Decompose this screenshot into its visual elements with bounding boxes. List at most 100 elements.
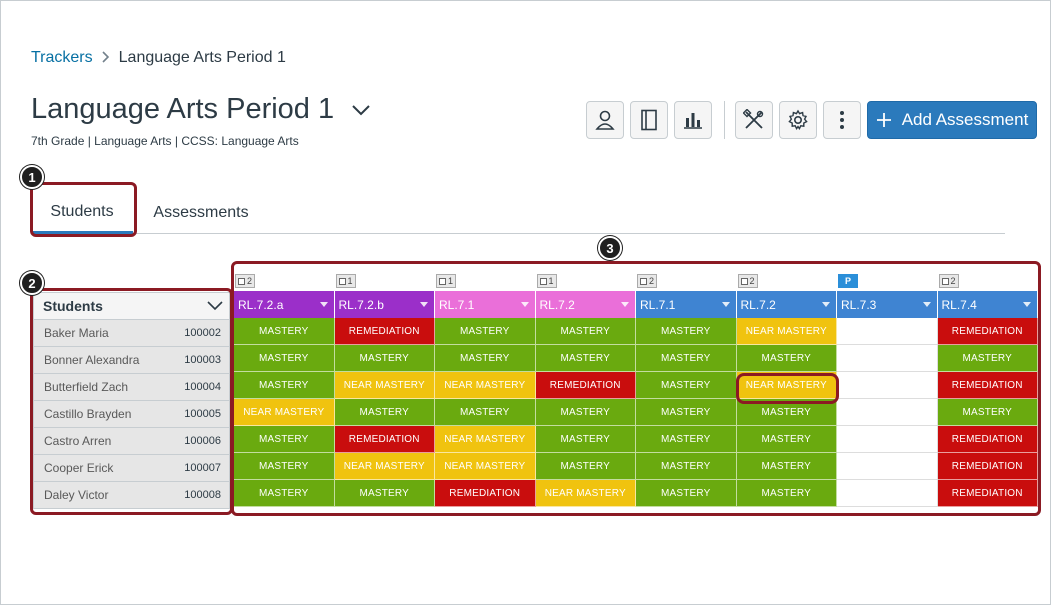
score-cell[interactable] [837, 372, 938, 399]
score-cell[interactable]: MASTERY [636, 318, 737, 345]
vertical-ellipsis-icon [840, 111, 844, 129]
caret-down-icon[interactable] [621, 302, 629, 307]
caret-down-icon[interactable] [922, 302, 931, 307]
assessment-count-badge: 2 [737, 274, 758, 288]
outcome-column-header[interactable]: RL.7.3 [837, 291, 938, 318]
score-cell[interactable]: MASTERY [535, 399, 636, 426]
score-cell[interactable]: MASTERY [334, 480, 435, 507]
more-options-button[interactable] [823, 101, 861, 139]
tab-bar: Students Assessments [31, 192, 1005, 234]
score-cell[interactable]: MASTERY [636, 345, 737, 372]
student-row[interactable]: Cooper Erick 100007 [33, 455, 230, 482]
outcome-column-header[interactable]: RL.7.1 [435, 291, 536, 318]
student-row[interactable]: Bonner Alexandra 100003 [33, 347, 230, 374]
add-assessment-button[interactable]: Add Assessment [867, 101, 1037, 139]
score-cell[interactable]: REMEDIATION [535, 372, 636, 399]
score-cell[interactable]: MASTERY [234, 345, 335, 372]
score-cell[interactable]: MASTERY [535, 426, 636, 453]
score-cell[interactable]: MASTERY [535, 345, 636, 372]
student-row[interactable]: Butterfield Zach 100004 [33, 374, 230, 401]
score-cell[interactable]: MASTERY [736, 345, 837, 372]
student-row[interactable]: Castillo Brayden 100005 [33, 401, 230, 428]
score-cell[interactable]: REMEDIATION [937, 372, 1038, 399]
score-cell[interactable]: MASTERY [736, 480, 837, 507]
reports-button[interactable] [674, 101, 712, 139]
score-cell[interactable]: NEAR MASTERY [435, 426, 536, 453]
score-cell[interactable] [837, 453, 938, 480]
score-cell[interactable]: REMEDIATION [937, 453, 1038, 480]
score-cell[interactable]: NEAR MASTERY [334, 453, 435, 480]
caret-down-icon[interactable] [822, 302, 830, 307]
student-name: Cooper Erick [44, 461, 114, 475]
caret-down-icon[interactable] [721, 302, 730, 307]
student-row[interactable]: Daley Victor 100008 [33, 482, 230, 509]
outcome-column-header[interactable]: RL.7.1 [636, 291, 737, 318]
tools-button[interactable] [735, 101, 773, 139]
score-cell[interactable]: MASTERY [937, 399, 1038, 426]
score-cell[interactable] [837, 426, 938, 453]
caret-down-icon[interactable] [319, 302, 328, 307]
score-cell[interactable]: MASTERY [736, 399, 837, 426]
breadcrumb-trackers-link[interactable]: Trackers [31, 49, 93, 66]
students-header[interactable]: Students [33, 292, 230, 320]
score-cell[interactable]: REMEDIATION [334, 426, 435, 453]
caret-down-icon[interactable] [420, 302, 428, 307]
score-cell[interactable]: MASTERY [334, 345, 435, 372]
student-row[interactable]: Baker Maria 100002 [33, 320, 230, 347]
caret-down-icon[interactable] [520, 302, 529, 307]
score-cell[interactable]: MASTERY [736, 453, 837, 480]
score-cell[interactable]: MASTERY [334, 399, 435, 426]
score-cell[interactable]: MASTERY [234, 480, 335, 507]
score-cell[interactable] [837, 480, 938, 507]
student-name: Baker Maria [44, 326, 109, 340]
callout-3: 3 [598, 236, 622, 260]
caret-down-icon[interactable] [1023, 302, 1031, 307]
score-cell[interactable] [837, 345, 938, 372]
score-cell[interactable]: NEAR MASTERY [736, 372, 837, 399]
student-view-button[interactable] [586, 101, 624, 139]
score-cell[interactable]: MASTERY [234, 372, 335, 399]
score-cell[interactable]: MASTERY [234, 318, 335, 345]
score-cell[interactable]: MASTERY [435, 345, 536, 372]
score-cell[interactable]: MASTERY [736, 426, 837, 453]
score-cell[interactable] [837, 399, 938, 426]
score-cell[interactable]: MASTERY [636, 372, 737, 399]
score-cell[interactable]: REMEDIATION [435, 480, 536, 507]
settings-button[interactable] [779, 101, 817, 139]
page-subtitle: 7th Grade | Language Arts | CCSS: Langua… [31, 134, 299, 148]
outcome-label: RL.7.4 [941, 297, 977, 312]
chevron-down-icon[interactable] [350, 99, 372, 121]
score-cell[interactable]: MASTERY [535, 453, 636, 480]
score-cell[interactable]: NEAR MASTERY [435, 372, 536, 399]
score-cell[interactable]: REMEDIATION [937, 318, 1038, 345]
score-cell[interactable]: NEAR MASTERY [736, 318, 837, 345]
score-cell[interactable]: NEAR MASTERY [334, 372, 435, 399]
score-cell[interactable]: MASTERY [435, 318, 536, 345]
outcome-column-header[interactable]: RL.7.2.a [234, 291, 335, 318]
score-cell[interactable]: MASTERY [937, 345, 1038, 372]
gradebook-button[interactable] [630, 101, 668, 139]
score-cell[interactable]: MASTERY [234, 426, 335, 453]
score-cell[interactable]: REMEDIATION [937, 480, 1038, 507]
score-cell[interactable]: REMEDIATION [937, 426, 1038, 453]
score-cell[interactable] [837, 318, 938, 345]
score-cell[interactable]: MASTERY [636, 399, 737, 426]
score-cell[interactable]: MASTERY [435, 399, 536, 426]
score-cell[interactable]: MASTERY [636, 480, 737, 507]
score-cell[interactable]: REMEDIATION [334, 318, 435, 345]
outcome-column-header[interactable]: RL.7.2.b [334, 291, 435, 318]
outcome-column-header[interactable]: RL.7.2 [535, 291, 636, 318]
score-cell[interactable]: NEAR MASTERY [535, 480, 636, 507]
checkbox-icon [238, 277, 245, 285]
outcome-column-header[interactable]: RL.7.4 [937, 291, 1038, 318]
score-cell[interactable]: NEAR MASTERY [234, 399, 335, 426]
score-cell[interactable]: NEAR MASTERY [435, 453, 536, 480]
score-cell[interactable]: MASTERY [636, 426, 737, 453]
score-cell[interactable]: MASTERY [535, 318, 636, 345]
outcome-column-header[interactable]: RL.7.2 [736, 291, 837, 318]
score-cell[interactable]: MASTERY [234, 453, 335, 480]
student-row[interactable]: Castro Arren 100006 [33, 428, 230, 455]
tab-assessments[interactable]: Assessments [153, 204, 249, 221]
tab-students[interactable]: Students [31, 192, 133, 234]
score-cell[interactable]: MASTERY [636, 453, 737, 480]
